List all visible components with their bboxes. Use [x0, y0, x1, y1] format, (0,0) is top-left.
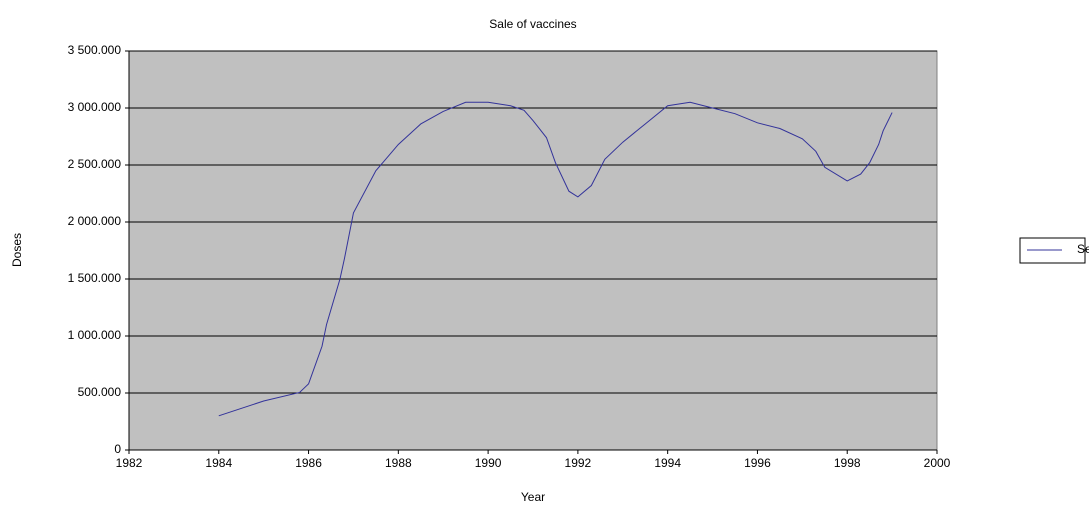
y-tick-label: 500.000 — [78, 385, 122, 399]
y-tick-label: 1 500.000 — [68, 271, 122, 285]
chart-title: Sale of vaccines — [489, 17, 576, 31]
x-tick-label: 1986 — [295, 456, 322, 470]
plot-area — [128, 50, 938, 451]
legend-label: Series 1 — [1077, 242, 1089, 256]
y-tick-label: 2 500.000 — [68, 157, 122, 171]
x-tick-label: 1994 — [654, 456, 681, 470]
y-tick-label: 0 — [114, 442, 121, 456]
y-tick-label: 2 000.000 — [68, 214, 122, 228]
y-tick-label: 1 000.000 — [68, 328, 122, 342]
x-tick-label: 1996 — [744, 456, 771, 470]
series-line — [218, 101, 893, 417]
x-tick-label: 1992 — [565, 456, 592, 470]
y-tick-label: 3 000.000 — [68, 100, 122, 114]
x-axis-label: Year — [521, 490, 545, 504]
y-axis-label: Doses — [10, 233, 24, 267]
y-tick-label: 3 500.000 — [68, 43, 122, 57]
x-tick-label: 2000 — [924, 456, 951, 470]
x-tick-label: 1990 — [475, 456, 502, 470]
x-tick-label: 1998 — [834, 456, 861, 470]
x-tick-label: 1982 — [116, 456, 143, 470]
x-tick-label: 1988 — [385, 456, 412, 470]
x-tick-label: 1984 — [205, 456, 232, 470]
